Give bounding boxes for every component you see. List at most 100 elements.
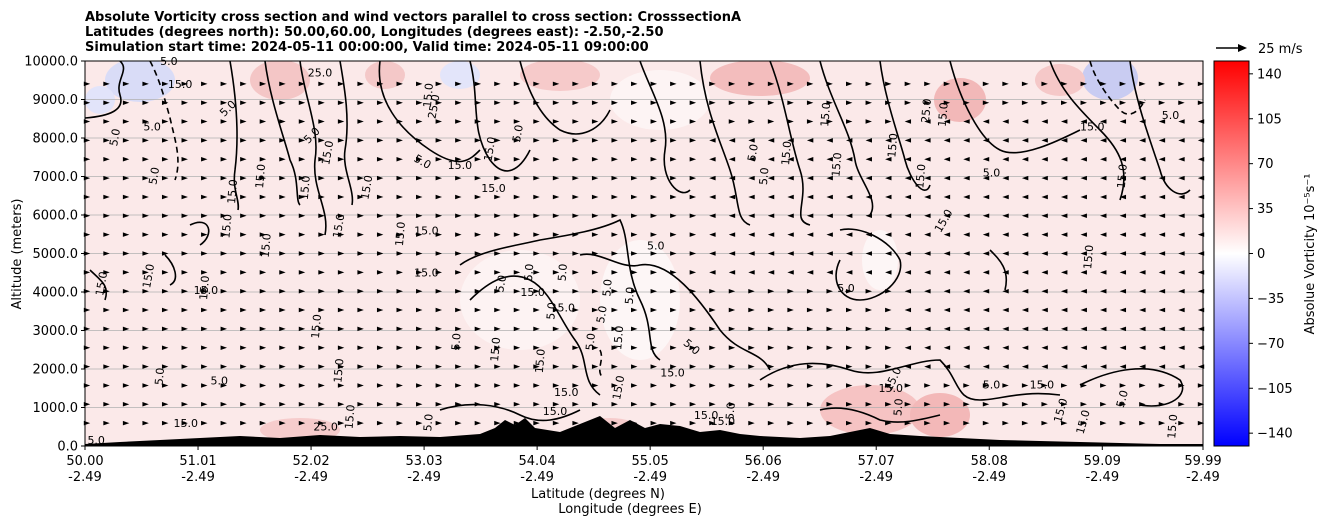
wind-vector: [474, 420, 482, 426]
wind-vector: [1119, 345, 1127, 350]
wind-vector: [357, 288, 364, 294]
wind-vector: [572, 213, 579, 219]
wind-vector: [1139, 138, 1146, 143]
wind-vector: [298, 383, 306, 388]
contour-label: 15.0: [319, 140, 336, 166]
wind-vector: [220, 307, 228, 313]
wind-vector: [474, 138, 482, 143]
wind-vector: [181, 175, 188, 181]
wind-vector: [865, 326, 872, 332]
wind-vector: [826, 270, 833, 275]
x-tick-label-lon: -2.49: [859, 470, 893, 485]
positive-vorticity-patch: [934, 78, 986, 122]
wind-vector: [376, 251, 384, 256]
wind-vector: [865, 345, 872, 350]
wind-vector: [865, 119, 872, 124]
wind-vector: [1158, 270, 1166, 275]
positive-vorticity-patch: [710, 61, 810, 96]
contour-label: 5.0: [143, 120, 161, 133]
wind-vector: [1021, 345, 1029, 350]
wind-vector: [650, 402, 657, 407]
wind-vector: [142, 251, 149, 256]
wind-vector: [455, 175, 462, 181]
wind-vector: [689, 81, 697, 87]
wind-vector: [435, 288, 442, 294]
contour-label: 15.0: [421, 83, 436, 109]
contour-label: 15.0: [885, 133, 900, 159]
wind-vector: [748, 138, 755, 143]
wind-vector: [1060, 307, 1068, 313]
wind-vector: [982, 81, 990, 87]
wind-vector: [474, 383, 482, 388]
wind-vector: [728, 345, 736, 350]
contour-line: [759, 359, 1061, 401]
wind-vector: [435, 270, 442, 275]
wind-vector: [904, 157, 912, 162]
wind-vector: [963, 194, 970, 200]
contour-label: 5.0: [544, 302, 558, 321]
wind-vector: [748, 119, 755, 124]
contour-line: [699, 61, 751, 226]
wind-vector: [689, 138, 697, 143]
wind-vector: [161, 157, 169, 162]
contour-label: 5.0: [510, 124, 526, 143]
wind-vector: [1080, 364, 1087, 369]
wind-vector: [806, 270, 814, 275]
wind-vector: [787, 194, 794, 200]
wind-vector: [806, 81, 814, 87]
wind-vector: [611, 251, 618, 256]
wind-vector: [181, 345, 188, 350]
wind-vector: [1080, 194, 1087, 200]
wind-vector: [1060, 194, 1068, 200]
wind-vector: [220, 270, 228, 275]
wind-vector: [494, 81, 501, 87]
wind-vector: [924, 251, 931, 256]
wind-vector: [924, 119, 931, 124]
wind-vector: [416, 119, 423, 124]
wind-vector: [376, 81, 384, 87]
wind-vector: [767, 213, 775, 219]
chart-title: Absolute Vorticity cross section and win…: [85, 10, 741, 55]
wind-vector: [1060, 175, 1068, 181]
contour-label: 5.0: [891, 398, 905, 417]
wind-vector: [885, 307, 892, 313]
contour-line: [264, 61, 301, 206]
wind-vector: [943, 232, 951, 237]
contour-line: [189, 221, 210, 246]
wind-vector: [982, 402, 990, 407]
wind-vector: [220, 288, 228, 294]
wind-vector: [1041, 383, 1048, 388]
wind-vector: [904, 345, 912, 350]
wind-vector: [1139, 175, 1146, 181]
wind-vector: [122, 307, 130, 313]
wind-vector: [240, 345, 247, 350]
wind-vector: [318, 270, 325, 275]
wind-vector: [924, 175, 931, 181]
wind-vector: [103, 119, 110, 124]
wind-vector: [748, 270, 755, 275]
wind-vector: [631, 420, 638, 426]
wind-vector: [201, 383, 208, 388]
wind-vector: [1021, 100, 1029, 105]
wind-vector: [1080, 119, 1087, 124]
wind-vector: [435, 251, 442, 256]
wind-vector: [1100, 402, 1107, 407]
wind-vector: [963, 345, 970, 350]
contour-label: 15.0: [779, 140, 794, 166]
wind-vector: [865, 213, 872, 219]
wind-vector: [943, 119, 951, 124]
wind-vector: [259, 402, 267, 407]
wind-vector: [885, 100, 892, 105]
wind-vector: [631, 213, 638, 219]
wind-vector: [1158, 364, 1166, 369]
wind-vector: [1158, 288, 1166, 294]
wind-vector: [161, 364, 169, 369]
wind-vector: [826, 383, 833, 388]
wind-vector: [259, 100, 267, 105]
wind-vector: [650, 326, 657, 332]
wind-vector: [1178, 270, 1185, 275]
wind-vector: [1080, 345, 1087, 350]
wind-vector: [650, 138, 657, 143]
contour-label: 15.0: [1165, 414, 1180, 440]
wind-vector: [533, 175, 540, 181]
